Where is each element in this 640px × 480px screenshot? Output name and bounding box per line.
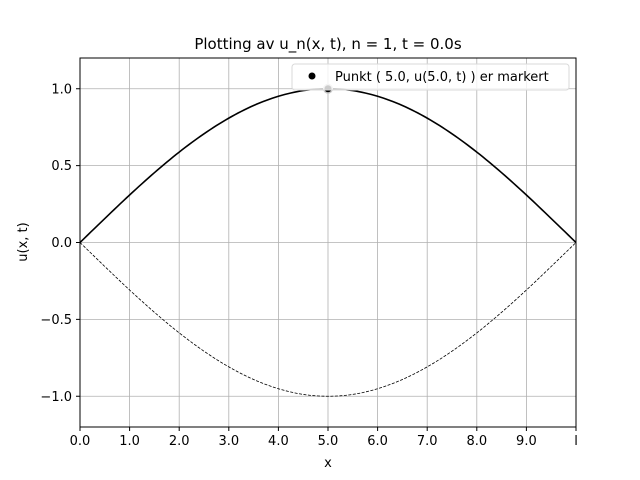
x-tick-label-8: 8.0 bbox=[466, 434, 487, 449]
x-tick-label-10: l bbox=[574, 434, 578, 449]
y-tick-label-4: 1.0 bbox=[51, 82, 72, 97]
x-axis-label: x bbox=[324, 456, 332, 471]
y-tick-label-0: −1.0 bbox=[40, 390, 72, 405]
x-tick-label-9: 9.0 bbox=[516, 434, 537, 449]
legend-box bbox=[291, 63, 570, 91]
x-tick-label-4: 4.0 bbox=[268, 434, 289, 449]
y-axis-label: u(x, t) bbox=[16, 222, 31, 261]
x-ticks: 0.0 1.0 2.0 3.0 4.0 5.0 6.0 7.0 8.0 9.0 l bbox=[70, 427, 578, 449]
x-tick-label-3: 3.0 bbox=[218, 434, 239, 449]
y-tick-label-3: 0.5 bbox=[51, 159, 72, 174]
x-tick-label-0: 0.0 bbox=[70, 434, 91, 449]
y-tick-label-2: 0.0 bbox=[51, 236, 72, 251]
series-line-dashed bbox=[79, 242, 577, 397]
x-tick-label-6: 6.0 bbox=[367, 434, 388, 449]
chart-title: Plotting av u_n(x, t), n = 1, t = 0.0s bbox=[194, 35, 462, 54]
x-tick-label-7: 7.0 bbox=[417, 434, 438, 449]
legend: Punkt ( 5.0, u(5.0, t) ) er markert bbox=[291, 63, 570, 91]
x-tick-label-5: 5.0 bbox=[318, 434, 339, 449]
x-tick-label-2: 2.0 bbox=[169, 434, 190, 449]
legend-marker-dot bbox=[308, 72, 316, 80]
y-tick-label-1: −0.5 bbox=[40, 313, 72, 328]
x-tick-label-1: 1.0 bbox=[119, 434, 140, 449]
y-ticks: −1.0 −0.5 0.0 0.5 1.0 bbox=[40, 82, 80, 405]
legend-label: Punkt ( 5.0, u(5.0, t) ) er markert bbox=[335, 70, 549, 85]
